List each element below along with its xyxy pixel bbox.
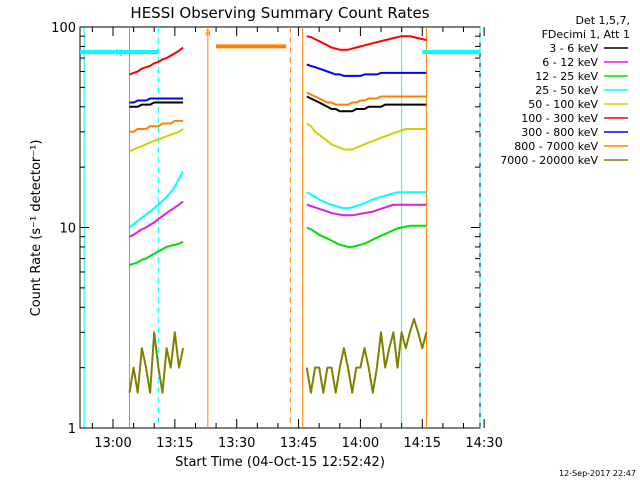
legend-header-line-1: Det 1,5,7, bbox=[575, 14, 630, 27]
series-line-800-7000-kev bbox=[306, 91, 427, 106]
series-line-100-300-kev bbox=[129, 46, 184, 76]
series-line-50-100-kev bbox=[306, 122, 427, 151]
x-tick-label: 13:30 bbox=[218, 436, 255, 451]
legend-label: 3 - 6 keV bbox=[549, 42, 598, 55]
flag-label: a bbox=[205, 27, 211, 38]
y-tick-label: 10 bbox=[59, 222, 76, 237]
series-line-50-100-kev bbox=[129, 128, 184, 153]
series-line-100-300-kev bbox=[306, 35, 427, 51]
chart-title: HESSI Observing Summary Count Rates bbox=[130, 4, 429, 22]
time-markers bbox=[83, 27, 481, 428]
footer-date: 12-Sep-2017 22:47 bbox=[559, 469, 636, 478]
legend-label: 800 - 7000 keV bbox=[514, 140, 598, 153]
x-tick-label: 13:45 bbox=[280, 436, 317, 451]
status-flags: Na bbox=[80, 27, 480, 59]
series-line-7000-20000-kev bbox=[305, 317, 428, 394]
series-line-7000-20000-kev bbox=[128, 331, 185, 394]
series-line-12-25-kev bbox=[129, 240, 184, 266]
x-tick-label: 14:30 bbox=[465, 436, 502, 451]
x-tick-label: 13:00 bbox=[94, 436, 131, 451]
y-tick-label: 1 bbox=[68, 422, 76, 437]
legend-header-line-2: FDecimi 1, Att 1 bbox=[542, 28, 630, 41]
series-line-6-12-kev bbox=[129, 200, 184, 238]
flag-label: N bbox=[115, 48, 122, 59]
legend-label: 25 - 50 keV bbox=[535, 84, 598, 97]
series-line-6-12-kev bbox=[306, 203, 427, 217]
y-tick-label: 100 bbox=[51, 21, 76, 36]
legend-label: 50 - 100 keV bbox=[528, 98, 598, 111]
y-axis-label: Count Rate (s⁻¹ detector⁻¹) bbox=[29, 140, 44, 317]
series-line-3-6-kev bbox=[306, 95, 427, 113]
series-line-12-25-kev bbox=[306, 224, 427, 248]
x-tick-label: 14:00 bbox=[342, 436, 379, 451]
x-tick-label: 14:15 bbox=[404, 436, 441, 451]
series-line-25-50-kev bbox=[306, 191, 427, 210]
legend-label: 7000 - 20000 keV bbox=[500, 154, 598, 167]
y-axis: 1 10 100 bbox=[51, 21, 480, 437]
series-group bbox=[128, 35, 428, 394]
series-line-800-7000-kev bbox=[129, 119, 184, 133]
series-line-300-800-kev bbox=[129, 97, 184, 104]
legend-label: 6 - 12 keV bbox=[542, 56, 598, 69]
legend-label: 12 - 25 keV bbox=[535, 70, 598, 83]
x-axis-label: Start Time (04-Oct-15 12:52:42) bbox=[175, 455, 385, 470]
legend-label: 300 - 800 keV bbox=[521, 126, 598, 139]
series-line-300-800-kev bbox=[306, 63, 427, 77]
series-line-25-50-kev bbox=[128, 171, 184, 229]
legend-label: 100 - 300 keV bbox=[521, 112, 598, 125]
x-tick-label: 13:15 bbox=[156, 436, 193, 451]
series-line-3-6-kev bbox=[129, 101, 184, 108]
x-axis: 13:00 13:15 13:30 13:45 14:00 14:15 14:30 bbox=[91, 27, 503, 451]
